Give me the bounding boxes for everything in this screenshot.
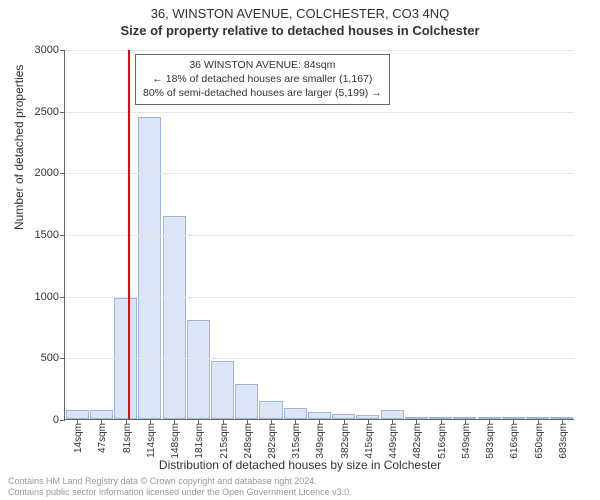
x-tick-mark xyxy=(271,419,272,424)
x-tick-label: 616sqm xyxy=(509,419,520,459)
x-tick-mark xyxy=(319,419,320,424)
x-tick-mark xyxy=(150,419,151,424)
x-tick-mark xyxy=(295,419,296,424)
x-tick-mark xyxy=(392,419,393,424)
property-annotation-box: 36 WINSTON AVENUE: 84sqm← 18% of detache… xyxy=(135,54,390,105)
y-tick-label: 0 xyxy=(53,414,59,426)
x-tick-label: 181sqm xyxy=(194,419,205,459)
x-tick-label: 683sqm xyxy=(558,419,569,459)
annotation-line: 80% of semi-detached houses are larger (… xyxy=(143,86,382,100)
x-tick-mark xyxy=(441,419,442,424)
x-tick-mark xyxy=(562,419,563,424)
y-tick-mark xyxy=(60,235,65,236)
y-tick-label: 500 xyxy=(41,352,59,364)
gridline xyxy=(65,358,574,359)
property-marker-line xyxy=(128,50,130,419)
footer-line-1: Contains HM Land Registry data © Crown c… xyxy=(8,476,352,487)
y-tick-mark xyxy=(60,297,65,298)
x-tick-mark xyxy=(126,419,127,424)
histogram-bar xyxy=(66,410,89,419)
x-tick-label: 415sqm xyxy=(364,419,375,459)
x-tick-label: 47sqm xyxy=(97,419,108,453)
x-tick-mark xyxy=(174,419,175,424)
x-tick-label: 382sqm xyxy=(340,419,351,459)
gridline xyxy=(65,112,574,113)
x-tick-mark xyxy=(416,419,417,424)
annotation-line: 36 WINSTON AVENUE: 84sqm xyxy=(143,58,382,72)
x-tick-mark xyxy=(223,419,224,424)
histogram-bar xyxy=(259,401,282,420)
x-tick-label: 114sqm xyxy=(146,419,157,458)
x-axis-label: Distribution of detached houses by size … xyxy=(0,458,600,472)
histogram-bar xyxy=(187,320,210,419)
y-tick-mark xyxy=(60,50,65,51)
histogram-bar xyxy=(138,117,161,419)
gridline xyxy=(65,297,574,298)
x-tick-label: 583sqm xyxy=(485,419,496,459)
x-tick-label: 516sqm xyxy=(437,419,448,459)
gridline xyxy=(65,235,574,236)
y-tick-label: 2500 xyxy=(35,106,59,118)
gridline xyxy=(65,173,574,174)
y-tick-label: 1500 xyxy=(35,229,59,241)
x-tick-label: 650sqm xyxy=(534,419,545,459)
x-tick-label: 81sqm xyxy=(122,419,133,453)
x-tick-label: 315sqm xyxy=(291,419,302,459)
x-tick-mark xyxy=(538,419,539,424)
histogram-bar xyxy=(308,412,331,419)
y-tick-label: 2000 xyxy=(35,167,59,179)
x-tick-label: 282sqm xyxy=(267,419,278,459)
footer-line-2: Contains public sector information licen… xyxy=(8,487,352,498)
x-tick-mark xyxy=(344,419,345,424)
histogram-bar xyxy=(90,410,113,419)
histogram-bar xyxy=(211,361,234,419)
x-tick-label: 215sqm xyxy=(219,419,230,459)
histogram-bar xyxy=(284,408,307,419)
y-tick-mark xyxy=(60,420,65,421)
chart-plot-area: 36 WINSTON AVENUE: 84sqm← 18% of detache… xyxy=(64,50,574,420)
x-tick-label: 549sqm xyxy=(461,419,472,459)
x-tick-label: 14sqm xyxy=(73,419,84,453)
attribution-footer: Contains HM Land Registry data © Crown c… xyxy=(8,476,352,498)
y-tick-mark xyxy=(60,173,65,174)
x-tick-mark xyxy=(368,419,369,424)
histogram-bar xyxy=(381,410,404,419)
annotation-line: ← 18% of detached houses are smaller (1,… xyxy=(143,72,382,86)
chart-titles: 36, WINSTON AVENUE, COLCHESTER, CO3 4NQ … xyxy=(0,0,600,38)
x-tick-label: 248sqm xyxy=(243,419,254,459)
y-tick-label: 1000 xyxy=(35,291,59,303)
x-tick-mark xyxy=(465,419,466,424)
y-tick-label: 3000 xyxy=(35,44,59,56)
title-sub: Size of property relative to detached ho… xyxy=(0,23,600,38)
x-tick-mark xyxy=(101,419,102,424)
x-tick-mark xyxy=(198,419,199,424)
x-tick-label: 482sqm xyxy=(412,419,423,459)
x-tick-mark xyxy=(489,419,490,424)
x-tick-label: 349sqm xyxy=(315,419,326,459)
x-tick-mark xyxy=(77,419,78,424)
histogram-bar xyxy=(235,384,258,419)
x-tick-mark xyxy=(513,419,514,424)
x-tick-label: 148sqm xyxy=(170,419,181,459)
x-tick-mark xyxy=(247,419,248,424)
y-axis-label: Number of detached properties xyxy=(12,65,26,230)
x-tick-label: 449sqm xyxy=(388,419,399,459)
histogram-bar xyxy=(163,216,186,420)
y-tick-mark xyxy=(60,112,65,113)
title-main: 36, WINSTON AVENUE, COLCHESTER, CO3 4NQ xyxy=(0,6,600,21)
y-tick-mark xyxy=(60,358,65,359)
gridline xyxy=(65,50,574,51)
